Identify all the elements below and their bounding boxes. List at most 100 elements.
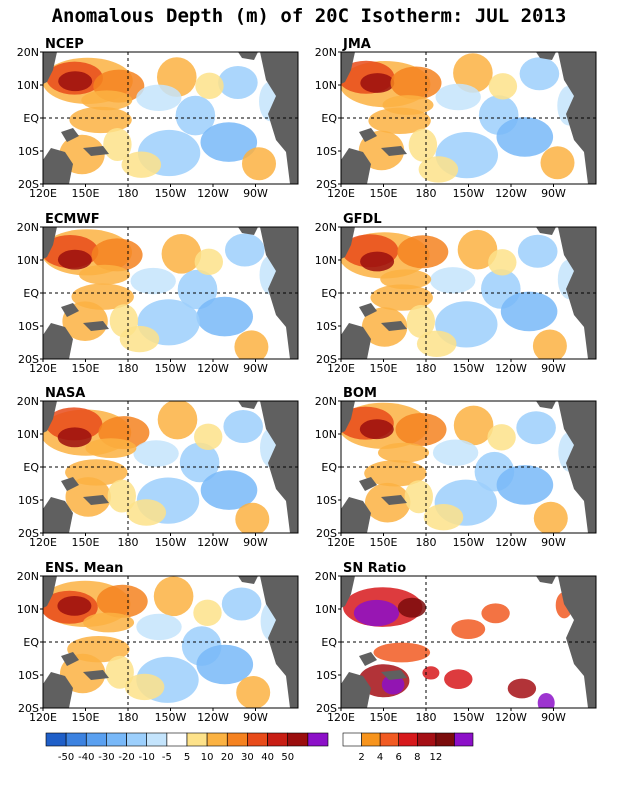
colorbar-tick-label: -10 — [139, 752, 155, 763]
panel-title: GFDL — [343, 212, 382, 227]
x-tick-label: 90W — [243, 536, 268, 549]
colorbar-tick-label: 10 — [201, 752, 214, 763]
x-tick-label: 180 — [416, 362, 437, 375]
panel-title: NASA — [45, 386, 85, 401]
colorbar-tick-label: 30 — [241, 752, 254, 763]
panel-title: JMA — [342, 37, 371, 52]
panel-title: NCEP — [45, 37, 84, 52]
x-tick-label: 90W — [243, 187, 268, 200]
y-tick-label: 20N — [17, 46, 39, 59]
x-tick-label: 150E — [370, 362, 398, 375]
y-tick-label: 10N — [17, 428, 39, 441]
x-tick-label: 120E — [29, 711, 57, 724]
x-tick-label: 150E — [370, 536, 398, 549]
x-tick-label: 150W — [155, 187, 187, 200]
colorbar-swatch — [379, 732, 400, 747]
colorbar-swatch — [247, 732, 268, 747]
colorbar-swatch — [65, 732, 87, 747]
colorbar-tick-label: 40 — [261, 752, 274, 763]
colorbar-tick-label: 2 — [358, 752, 364, 763]
y-tick-label: 20S — [18, 527, 39, 540]
panel-field — [341, 227, 596, 359]
y-tick-label: 20S — [316, 178, 337, 191]
x-tick-label: 120E — [327, 362, 355, 375]
colorbar-tick-label: -5 — [162, 752, 172, 763]
y-tick-label: 10N — [315, 254, 337, 267]
colorbar-swatch — [342, 732, 362, 747]
colorbar-tick-label: 12 — [430, 752, 443, 763]
y-tick-label: 10S — [18, 494, 39, 507]
y-tick-label: EQ — [23, 287, 39, 300]
y-tick-label: 10S — [316, 669, 337, 682]
colorbar-snr: 2 4 6 8 12 — [342, 732, 474, 763]
y-tick-label: 20S — [18, 702, 39, 715]
colorbar-swatch — [435, 732, 455, 747]
x-tick-label: 120E — [327, 187, 355, 200]
colorbar-swatch — [454, 732, 474, 747]
y-tick-label: 20S — [18, 353, 39, 366]
colorbar-swatch — [361, 732, 381, 747]
y-tick-label: 10N — [17, 603, 39, 616]
x-tick-label: 120E — [327, 711, 355, 724]
colorbar-swatch — [416, 732, 437, 747]
colorbar-tick-label: 6 — [396, 752, 402, 763]
x-tick-label: 90W — [541, 711, 566, 724]
x-tick-label: 180 — [118, 187, 139, 200]
y-tick-label: 20N — [315, 221, 337, 234]
y-tick-label: 20N — [315, 395, 337, 408]
colorbars: -50 -40 -30 -20 -10 -5 5 10 20 30 40 50 2 4 6 8 12 — [45, 732, 474, 763]
x-tick-label: 120E — [327, 536, 355, 549]
panel-title: ECMWF — [45, 212, 100, 227]
x-tick-label: 90W — [243, 362, 268, 375]
colorbar-tick-label: -40 — [78, 752, 94, 763]
colorbar-swatch — [166, 732, 188, 747]
y-tick-label: EQ — [321, 112, 337, 125]
x-tick-label: 120E — [29, 187, 57, 200]
x-tick-label: 180 — [118, 362, 139, 375]
y-tick-label: 20S — [316, 527, 337, 540]
x-tick-label: 150W — [453, 187, 485, 200]
x-tick-label: 90W — [541, 187, 566, 200]
y-tick-label: 10N — [315, 79, 337, 92]
y-tick-label: 20S — [316, 702, 337, 715]
x-tick-label: 120W — [197, 536, 229, 549]
panel-title: SN Ratio — [343, 561, 406, 576]
x-tick-label: 150W — [155, 711, 187, 724]
x-tick-label: 150W — [453, 536, 485, 549]
y-tick-label: 20S — [316, 353, 337, 366]
x-tick-label: 150E — [370, 711, 398, 724]
y-tick-label: 10S — [18, 145, 39, 158]
x-tick-label: 150W — [155, 362, 187, 375]
y-tick-label: 20N — [17, 221, 39, 234]
y-tick-label: EQ — [23, 461, 39, 474]
colorbar-swatch — [307, 732, 329, 747]
colorbar-swatch — [287, 732, 309, 747]
x-tick-label: 180 — [416, 187, 437, 200]
colorbar-swatch — [206, 732, 228, 747]
x-tick-label: 120W — [495, 187, 527, 200]
x-tick-label: 120E — [29, 536, 57, 549]
x-tick-label: 120W — [197, 187, 229, 200]
x-tick-label: 120E — [29, 362, 57, 375]
y-tick-label: 10S — [316, 320, 337, 333]
panel-field — [341, 576, 596, 708]
x-tick-label: 120W — [495, 711, 527, 724]
colorbar-swatch — [267, 732, 289, 747]
x-tick-label: 90W — [541, 536, 566, 549]
colorbar-tick-label: 8 — [414, 752, 420, 763]
colorbar-swatch — [146, 732, 168, 747]
x-tick-label: 120W — [197, 362, 229, 375]
x-tick-label: 150W — [453, 362, 485, 375]
x-tick-label: 90W — [243, 711, 268, 724]
x-tick-label: 150E — [72, 536, 100, 549]
y-tick-label: 20N — [17, 570, 39, 583]
x-tick-label: 180 — [118, 536, 139, 549]
colorbar-swatch — [126, 732, 147, 747]
x-tick-label: 150E — [72, 362, 100, 375]
